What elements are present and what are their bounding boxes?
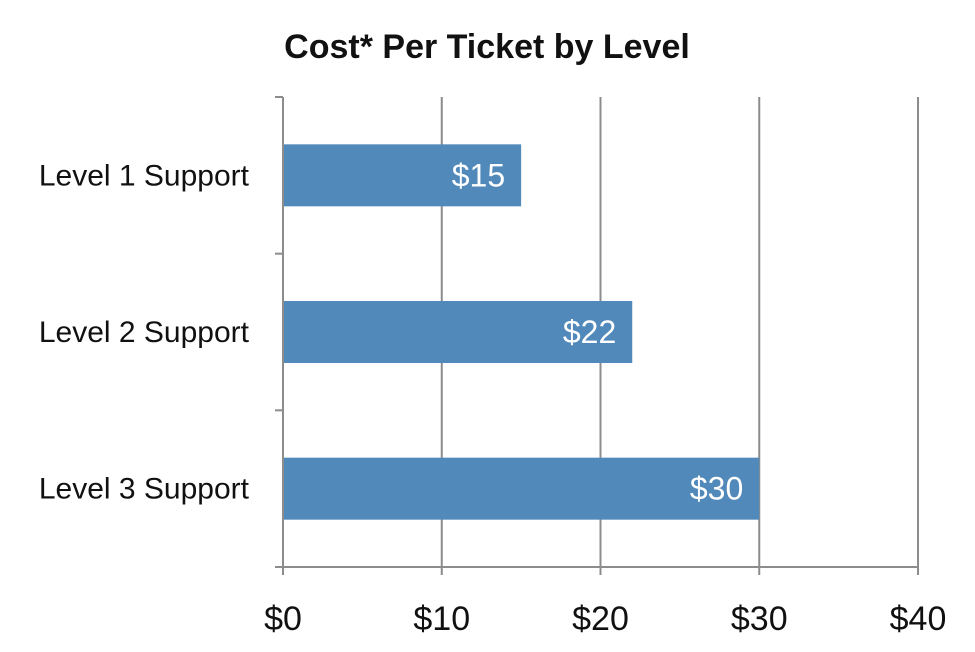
chart-title: Cost* Per Ticket by Level — [284, 28, 690, 66]
category-label-1: Level 1 Support — [39, 159, 250, 192]
x-tick-label-3: $30 — [731, 600, 788, 638]
bar-2 — [284, 301, 633, 363]
x-tick-label-2: $20 — [572, 600, 629, 638]
bar-1 — [284, 144, 522, 207]
x-tick-label-4: $40 — [890, 600, 947, 638]
x-tick-label-1: $10 — [413, 600, 470, 638]
axes — [275, 96, 918, 575]
data-label-1: $15 — [452, 157, 505, 193]
category-label-2: Level 2 Support — [39, 316, 250, 349]
category-label-3: Level 3 Support — [39, 473, 250, 506]
data-label-3: $30 — [690, 471, 743, 507]
data-label-2: $22 — [563, 314, 616, 350]
bar-3 — [284, 457, 760, 520]
x-tick-label-0: $0 — [264, 600, 302, 638]
x-tick-labels: $0 $10 $20 $30 $40 — [264, 600, 946, 638]
bars: $15 $22 $30 — [284, 144, 760, 520]
category-labels: Level 1 Support Level 2 Support Level 3 Su… — [39, 159, 250, 505]
